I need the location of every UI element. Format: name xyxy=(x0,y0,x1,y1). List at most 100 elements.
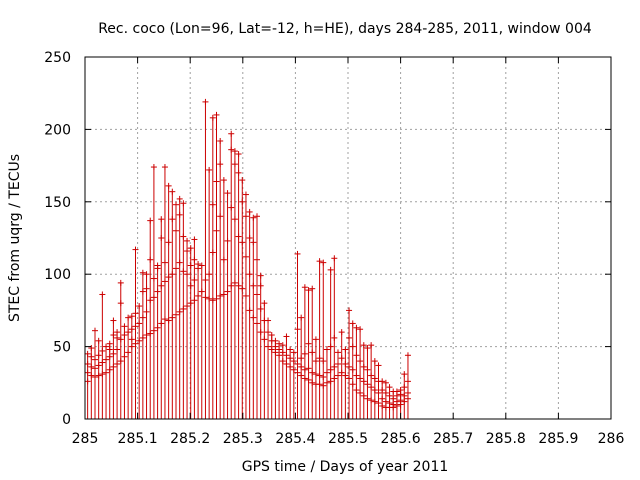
stec-bar-group xyxy=(136,303,143,419)
x-tick-label: 285.6 xyxy=(381,431,421,447)
stec-bar-group xyxy=(154,262,161,419)
stec-bar-group xyxy=(165,182,172,419)
gridlines xyxy=(85,57,611,419)
stec-bar-group xyxy=(110,317,117,419)
stec-bar-group xyxy=(261,300,268,419)
stec-bar-group xyxy=(305,287,312,419)
stec-bar-group xyxy=(279,342,286,419)
stec-bar-group xyxy=(386,384,393,419)
stec-bar-group xyxy=(312,336,319,419)
x-tick-label: 285.8 xyxy=(486,431,526,447)
stec-bar-group xyxy=(242,191,249,419)
stec-bar-group xyxy=(106,340,113,419)
stec-bar-group xyxy=(195,261,202,419)
stec-bar-group xyxy=(121,323,128,419)
stec-bar-group xyxy=(99,291,106,419)
stec-bar-group xyxy=(158,216,165,419)
stec-bar-group xyxy=(379,378,386,419)
stec-bar-group xyxy=(257,272,264,419)
stec-bar-group xyxy=(272,337,279,419)
stec-bar-group xyxy=(268,332,275,419)
stec-bar-group xyxy=(239,177,246,419)
stec-bar-group xyxy=(338,329,345,419)
stec-bar-group xyxy=(191,236,198,419)
chart-title: Rec. coco (Lon=96, Lat=-12, h=HE), days … xyxy=(98,21,592,37)
y-axis-label: STEC from uqrg / TECUs xyxy=(7,154,23,322)
stec-bar-group xyxy=(235,151,242,419)
y-tick-label: 250 xyxy=(44,50,71,66)
stec-bar-group xyxy=(283,333,290,419)
stec-bar-group xyxy=(393,388,400,419)
x-tick-label: 285.2 xyxy=(170,431,210,447)
stec-bar-group xyxy=(231,148,238,419)
stec-bar-group xyxy=(364,345,371,419)
x-tick-label: 286 xyxy=(598,431,625,447)
stec-bar-group xyxy=(206,166,213,419)
stec-bar-group xyxy=(250,214,257,419)
stec-bar-group xyxy=(357,326,364,419)
stec-bar-group xyxy=(265,317,272,419)
x-tick-label: 285.4 xyxy=(275,431,315,447)
y-tick-label: 50 xyxy=(53,340,71,356)
stec-bar-group xyxy=(172,201,179,419)
stec-bar-group xyxy=(88,345,95,419)
stec-bar-group xyxy=(176,195,183,419)
stec-bar-group xyxy=(228,130,235,419)
stec-bar-group xyxy=(95,337,102,419)
stec-bar-group xyxy=(323,346,330,419)
data-series xyxy=(84,98,411,419)
stec-bar-group xyxy=(342,346,349,419)
stec-bar-group xyxy=(147,217,154,419)
y-tick-label: 150 xyxy=(44,195,71,211)
stec-bar-group xyxy=(161,164,168,419)
stec-bar-group xyxy=(169,188,176,419)
stec-bar-group xyxy=(360,342,367,419)
x-axis-label: GPS time / Days of year 2011 xyxy=(242,459,449,475)
y-tick-label: 0 xyxy=(62,412,71,428)
stec-bar-group xyxy=(290,349,297,419)
stec-bar-group xyxy=(103,343,110,419)
stec-bar-group xyxy=(91,327,98,419)
stec-bar-group xyxy=(209,114,216,419)
stec-bar-group xyxy=(132,246,139,419)
stec-bar-group xyxy=(217,137,224,419)
stec-bar-group xyxy=(353,324,360,419)
x-tick-label: 285 xyxy=(72,431,99,447)
stec-bar-group xyxy=(316,258,323,419)
stec-bar-group xyxy=(213,111,220,419)
x-tick-label: 285.5 xyxy=(328,431,368,447)
stec-bar-group xyxy=(298,314,305,419)
stec-bar-group xyxy=(327,266,334,419)
stec-bar-group xyxy=(114,329,121,419)
stec-bar-group xyxy=(294,250,301,419)
stec-bar-group xyxy=(331,255,338,419)
stec-bar-group xyxy=(404,352,411,419)
stec-bar-group xyxy=(117,279,124,419)
stec-bar-group xyxy=(184,237,191,419)
x-tick-label: 285.9 xyxy=(538,431,578,447)
stec-bar-group xyxy=(276,340,283,419)
stec-bar-group xyxy=(349,320,356,419)
stec-bar-group xyxy=(143,271,150,419)
stec-bar-group xyxy=(401,371,408,419)
stec-bar-group xyxy=(187,245,194,419)
stec-bar-group xyxy=(287,346,294,419)
y-tick-label: 100 xyxy=(44,267,71,283)
stec-bar-group xyxy=(128,313,135,419)
stec-bar-group xyxy=(224,190,231,419)
stec-bar-group xyxy=(220,177,227,419)
stec-bar-group xyxy=(202,98,209,419)
axes: 0 50 100 150 200 250 285 285.1 285.2 285.3 285.4 28… xyxy=(44,50,624,447)
stec-bar-group xyxy=(371,358,378,419)
x-tick-label: 285.7 xyxy=(433,431,473,447)
stec-bar-group xyxy=(382,379,389,419)
stec-bar-group xyxy=(375,362,382,419)
x-tick-label: 285.3 xyxy=(223,431,263,447)
stec-bar-group xyxy=(139,269,146,419)
stec-bar-group xyxy=(320,259,327,419)
stec-bar-group xyxy=(368,342,375,419)
stec-bar-group xyxy=(254,213,261,419)
x-tick-label: 285.1 xyxy=(118,431,158,447)
stec-bar-group xyxy=(150,164,157,419)
